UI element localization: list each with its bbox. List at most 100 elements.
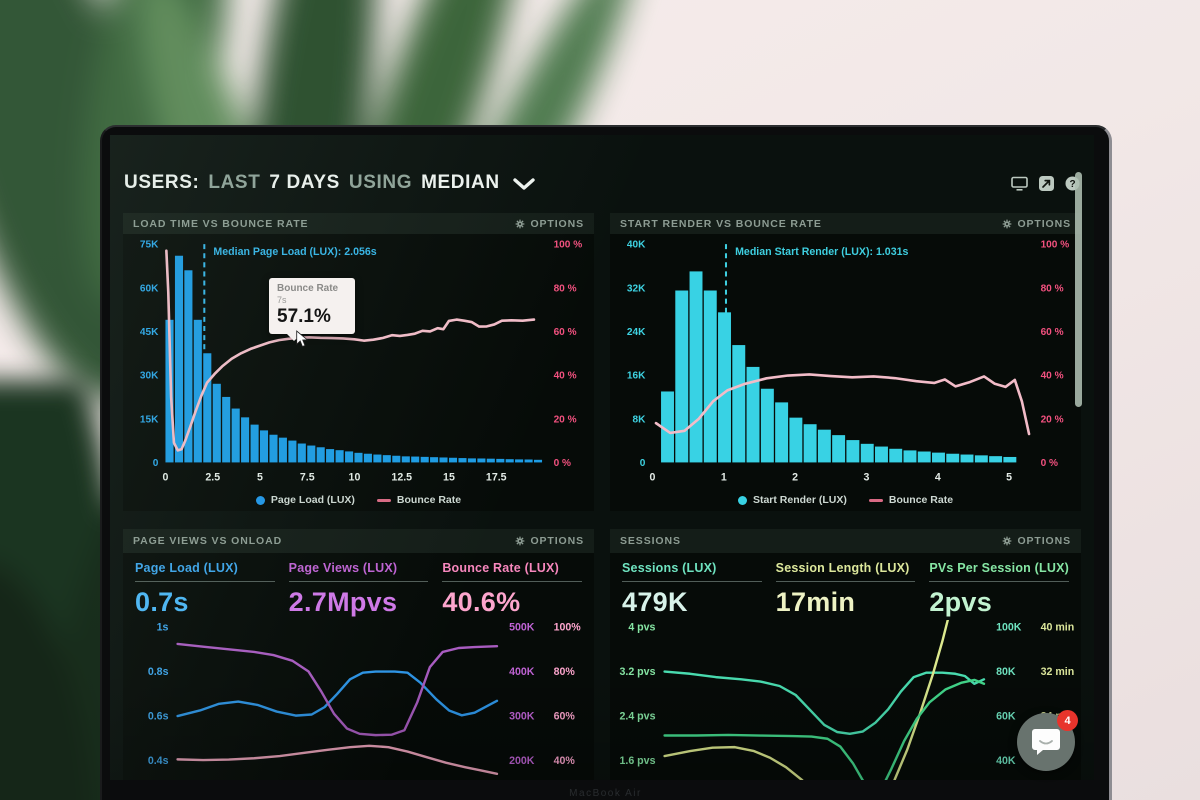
left-axis-ticks: 0 15K 30K 45K 60K 75K: [140, 240, 159, 469]
legend-item[interactable]: Bounce Rate: [376, 494, 461, 506]
metric: Page Load (LUX) 0.7s: [135, 561, 275, 618]
svg-text:40%: 40%: [554, 755, 576, 767]
svg-text:8K: 8K: [632, 415, 646, 426]
legend-swatch: [255, 495, 265, 505]
panel-grid: LOAD TIME VS BOUNCE RATE OPTIONS 0 15K 30K…: [123, 213, 1081, 780]
chart-svg-page-views-vs-onload: 1s 0.8s 0.6s 0.4s 500K 100% 400K 80% 300K 60% 200K…: [148, 622, 581, 776]
title-segment: USERS:: [124, 172, 200, 193]
metrics-row: Sessions (LUX) 479K Session Length (LUX)…: [610, 553, 1081, 620]
scrollbar[interactable]: [1075, 172, 1082, 407]
load-time-histogram-chart: 0 15K 30K 45K 60K 75K 0 % 20 % 40 % 60 % 80 % 100 %…: [123, 234, 594, 489]
options-button[interactable]: OPTIONS: [1002, 535, 1071, 547]
titlebar: USERS: LAST 7 DAYS USING MEDIAN: [124, 169, 1080, 197]
svg-text:2.4 pvs: 2.4 pvs: [620, 711, 656, 723]
svg-text:0.8s: 0.8s: [148, 666, 169, 678]
metric-value: 2.7Mpvs: [288, 587, 398, 617]
options-button[interactable]: OPTIONS: [1002, 218, 1071, 230]
legend-item[interactable]: Bounce Rate: [868, 494, 953, 506]
legend-item[interactable]: Page Load (LUX): [255, 494, 355, 506]
chat-unread-badge: 4: [1057, 710, 1078, 731]
svg-text:16K: 16K: [627, 371, 646, 382]
chart-svg-sessions: 4 pvs 3.2 pvs 2.4 pvs 1.6 pvs 100K 40 min 80K 3…: [620, 620, 1075, 780]
panel-body: 0 15K 30K 45K 60K 75K 0 % 20 % 40 % 60 % 80 % 100 %…: [123, 234, 594, 511]
users-filter-dropdown[interactable]: USERS: LAST 7 DAYS USING MEDIAN: [124, 172, 535, 194]
metric: Session Length (LUX) 17min: [775, 561, 916, 618]
options-label: OPTIONS: [530, 535, 584, 547]
legend-label: Page Load (LUX): [270, 494, 355, 506]
options-label: OPTIONS: [1017, 217, 1071, 230]
laptop-brand-text: MacBook Air: [569, 788, 642, 799]
metric-value: 479K: [622, 587, 688, 617]
svg-text:80 %: 80 %: [554, 284, 577, 295]
svg-text:4: 4: [935, 472, 941, 484]
legend-item[interactable]: Start Render (LUX): [737, 494, 847, 506]
metric: Page Views (LUX) 2.7Mpvs: [288, 561, 429, 618]
svg-text:60K: 60K: [996, 711, 1016, 723]
svg-text:20 %: 20 %: [1041, 415, 1064, 426]
svg-text:4 pvs: 4 pvs: [628, 622, 655, 634]
share-icon[interactable]: [1039, 175, 1054, 191]
chat-launcher-button[interactable]: 4: [1017, 710, 1078, 771]
svg-text:1.6 pvs: 1.6 pvs: [620, 755, 656, 767]
metric: Sessions (LUX) 479K: [622, 561, 762, 618]
chat-bubble-icon: [1032, 729, 1060, 755]
series-line-pvs-per-session-lux-: [663, 678, 986, 780]
svg-text:40 min: 40 min: [1041, 622, 1075, 634]
svg-text:7.5: 7.5: [300, 472, 315, 484]
series-line-sessions-lux-: [663, 670, 986, 736]
sessions-line-chart: 4 pvs 3.2 pvs 2.4 pvs 1.6 pvs 100K 40 min 80K 3…: [610, 620, 1081, 780]
svg-text:3.2 pvs: 3.2 pvs: [620, 666, 656, 678]
metric-label: Page Load (LUX): [135, 561, 239, 575]
metric-underline: [135, 581, 275, 582]
svg-text:100 %: 100 %: [554, 240, 583, 251]
median-annotation: Median Page Load (LUX): 2.056s: [213, 247, 376, 259]
options-button[interactable]: OPTIONS: [515, 535, 584, 547]
metric-label: Bounce Rate (LUX): [442, 561, 559, 575]
page-views-onload-line-chart: 1s 0.8s 0.6s 0.4s 500K 100% 400K 80% 300K 60% 200K…: [123, 620, 594, 780]
chart-legend: Start Render (LUX) Bounce Rate: [610, 489, 1081, 511]
panel-header: SESSIONS OPTIONS: [610, 529, 1081, 553]
svg-text:32 min: 32 min: [1041, 666, 1075, 678]
chevron-down-icon: [512, 178, 535, 190]
metric-value: 17min: [775, 587, 856, 617]
svg-text:5: 5: [257, 472, 263, 484]
display-icon[interactable]: [1011, 176, 1028, 191]
metric-label: PVs Per Session (LUX): [929, 561, 1069, 575]
gear-icon: [1003, 536, 1012, 546]
metrics-row: Page Load (LUX) 0.7s Page Views (LUX) 2.…: [123, 553, 594, 620]
options-button[interactable]: OPTIONS: [515, 218, 584, 230]
svg-text:40K: 40K: [996, 755, 1016, 767]
left-axis-ticks: 0 8K 16K 24K 32K 40K: [627, 240, 646, 469]
x-axis-ticks: 0 2.5 5 7.5 10 12.5 15 17.5: [162, 472, 506, 484]
svg-text:30K: 30K: [140, 371, 159, 382]
svg-text:12.5: 12.5: [391, 472, 412, 484]
mouse-cursor-icon: [296, 330, 309, 348]
svg-text:100 %: 100 %: [1041, 240, 1070, 251]
histogram-bars: [165, 256, 543, 463]
svg-text:0: 0: [153, 458, 159, 469]
svg-text:1: 1: [721, 472, 727, 484]
chart-legend: Page Load (LUX) Bounce Rate: [123, 489, 594, 511]
title-segment: USING: [348, 172, 413, 193]
svg-text:0: 0: [640, 458, 646, 469]
left-axis-ticks: 1s 0.8s 0.6s 0.4s: [148, 622, 169, 767]
panel-header: LOAD TIME VS BOUNCE RATE OPTIONS: [123, 213, 594, 235]
gear-icon: [516, 219, 525, 229]
panel-title: PAGE VIEWS VS ONLOAD: [133, 535, 283, 547]
options-label: OPTIONS: [530, 217, 584, 230]
svg-text:3: 3: [863, 472, 869, 484]
median-annotation: Median Start Render (LUX): 1.031s: [735, 247, 908, 259]
metric-label: Sessions (LUX): [622, 561, 717, 575]
panel-header: PAGE VIEWS VS ONLOAD OPTIONS: [123, 529, 594, 553]
svg-text:1s: 1s: [157, 622, 169, 634]
left-axis-ticks: 4 pvs 3.2 pvs 2.4 pvs 1.6 pvs: [620, 622, 656, 767]
metric-value: 40.6%: [442, 587, 521, 617]
svg-text:75K: 75K: [140, 240, 159, 251]
panel-title: SESSIONS: [620, 535, 681, 547]
svg-text:60 %: 60 %: [1041, 327, 1064, 338]
svg-text:0 %: 0 %: [554, 458, 571, 469]
svg-text:2.5: 2.5: [205, 472, 220, 484]
title-segment: LAST: [208, 172, 261, 193]
